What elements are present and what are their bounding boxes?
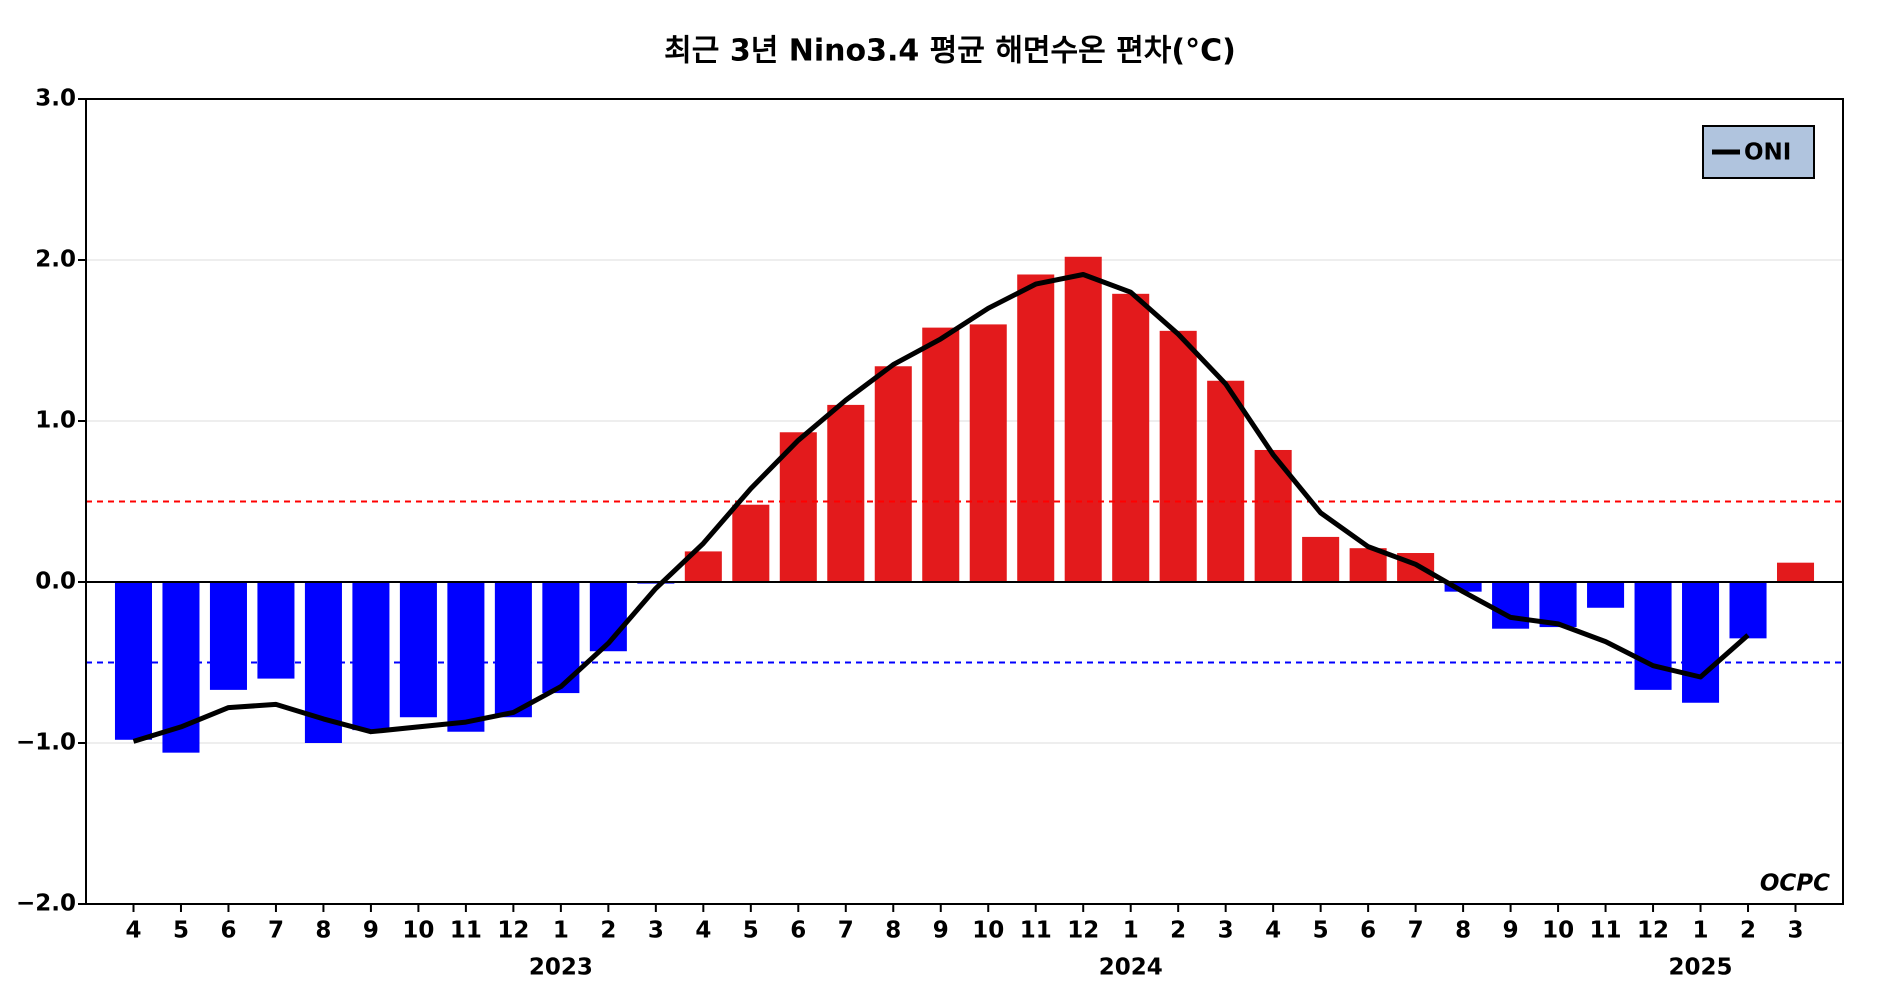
x-tick-label: 9 [363,918,379,944]
watermark: OCPC [1760,871,1830,897]
bar [1064,256,1102,582]
bar [969,324,1007,582]
x-tick-label: 10 [402,918,434,944]
x-tick-label: 10 [1542,918,1574,944]
x-tick-label: 6 [790,918,806,944]
x-tick-label: 2 [1170,918,1186,944]
x-tick-label: 2 [600,918,616,944]
bar [779,432,817,582]
bar [447,582,485,732]
x-tick-label: 9 [933,918,949,944]
bar [732,504,770,582]
x-tick-label: 5 [1313,918,1329,944]
x-tick-label: 1 [553,918,569,944]
x-tick-label: 12 [497,918,529,944]
x-tick-label: 4 [695,918,711,944]
year-label: 2025 [1669,955,1733,981]
bar [114,582,153,740]
x-tick-label: 2 [1740,918,1756,944]
bar [257,582,295,679]
bar [1539,582,1577,628]
x-tick-label: 5 [173,918,189,944]
x-tick-label: 5 [743,918,759,944]
bar [1302,536,1340,582]
y-tick-label: 0.0 [35,569,76,595]
x-tick-label: 8 [315,918,331,944]
x-tick-label: 1 [1123,918,1139,944]
x-tick-label: 4 [125,918,141,944]
chart-title: 최근 3년 Nino3.4 평균 해면수온 편차(°C) [664,34,1236,69]
x-tick-label: 7 [1408,918,1424,944]
x-tick-label: 7 [838,918,854,944]
bar [1729,582,1767,639]
year-label: 2023 [529,955,593,981]
bar [1159,330,1197,582]
x-tick-label: 1 [1693,918,1709,944]
legend: ONI [1702,125,1815,179]
bar [1634,582,1672,690]
bar [1444,582,1482,592]
y-tick-label: 1.0 [35,408,76,434]
bar [1017,274,1055,582]
y-tick-label: 2.0 [35,247,76,273]
x-tick-label: 4 [1265,918,1281,944]
x-tick-label: 3 [648,918,664,944]
x-tick-label: 11 [450,918,482,944]
y-tick-label: −2.0 [16,891,76,917]
x-tick-label: 12 [1067,918,1099,944]
bar [922,327,960,582]
bar [1112,293,1150,582]
x-tick-label: 11 [1020,918,1052,944]
legend-label: ONI [1744,140,1791,166]
x-tick-label: 8 [885,918,901,944]
x-tick-label: 10 [972,918,1004,944]
bar [827,404,865,582]
bar [1776,562,1815,582]
x-tick-label: 9 [1503,918,1519,944]
bar [494,582,532,718]
bar [352,582,390,731]
bar [1587,582,1625,608]
year-label: 2024 [1099,955,1163,981]
x-tick-label: 11 [1590,918,1622,944]
x-tick-label: 3 [1218,918,1234,944]
bar [1207,380,1245,582]
x-tick-label: 6 [220,918,236,944]
y-tick-label: −1.0 [16,730,76,756]
x-tick-label: 8 [1455,918,1471,944]
bar [874,366,912,582]
bar [209,582,247,690]
bar [399,582,437,718]
plot-frame [85,98,1844,905]
x-tick-label: 12 [1637,918,1669,944]
x-tick-label: 6 [1360,918,1376,944]
x-tick-label: 7 [268,918,284,944]
bar [1682,582,1720,703]
oni-line [132,272,1750,744]
y-tick-label: 3.0 [35,86,76,112]
x-tick-label: 3 [1788,918,1804,944]
